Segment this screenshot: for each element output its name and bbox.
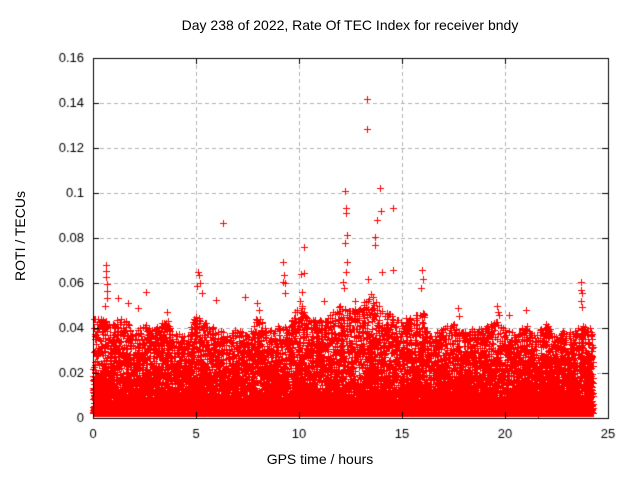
x-axis-label: GPS time / hours xyxy=(266,451,374,467)
chart-title: Day 238 of 2022, Rate Of TEC Index for r… xyxy=(181,17,519,33)
y-axis-label: ROTI / TECUs xyxy=(12,191,28,281)
